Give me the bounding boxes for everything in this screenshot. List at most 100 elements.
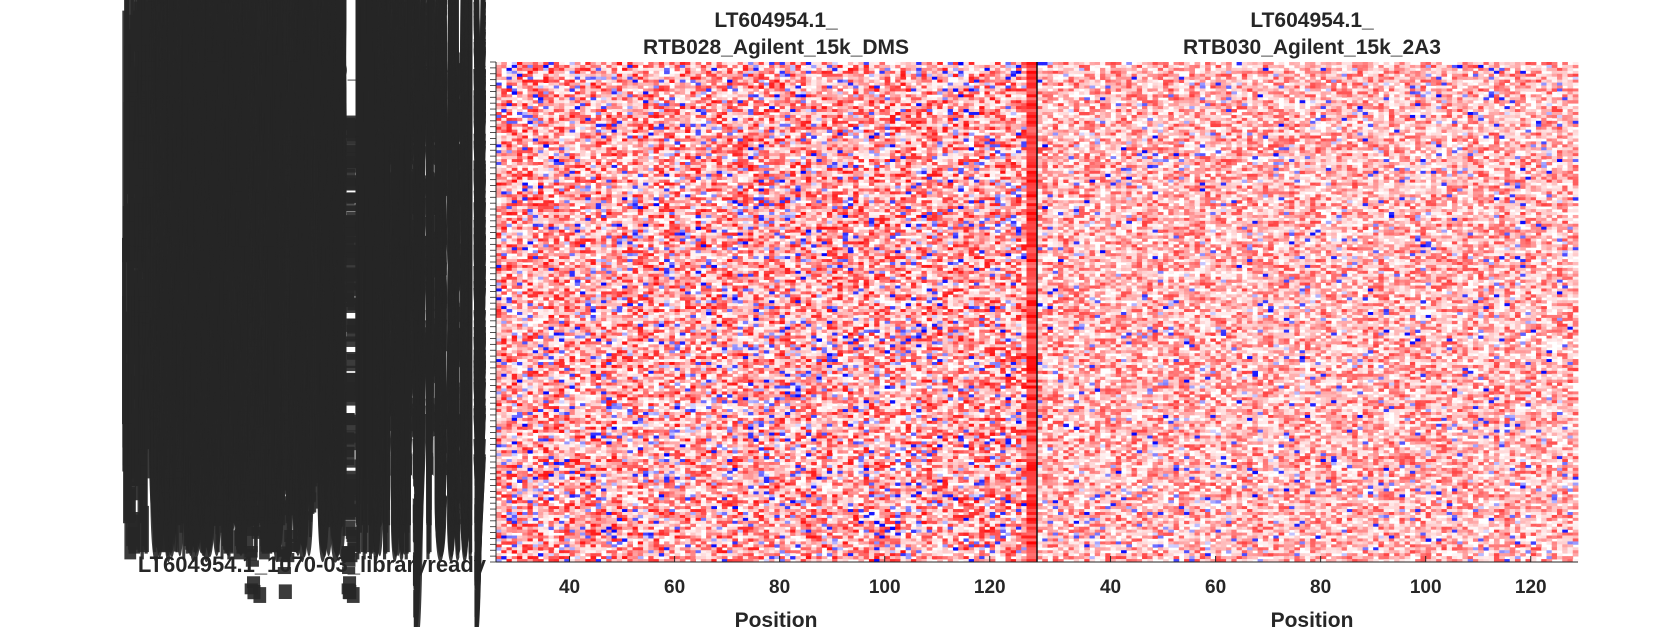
heatmap-cell: [822, 68, 828, 71]
heatmap-cell: [669, 65, 675, 68]
heatmap-cell: [648, 186, 654, 189]
heatmap-cell: [869, 62, 875, 65]
heatmap-cell: [816, 144, 822, 147]
heatmap-cell: [512, 153, 518, 156]
heatmap-cell: [501, 121, 507, 124]
heatmap-cell: [722, 86, 728, 89]
heatmap-cell: [570, 186, 576, 189]
heatmap-cell: [538, 153, 544, 156]
heatmap-cell: [517, 186, 523, 189]
heatmap-cell: [496, 168, 502, 171]
heatmap-cell: [732, 88, 738, 91]
heatmap-cell: [1005, 153, 1011, 156]
heatmap-cell: [995, 74, 1001, 77]
heatmap-cell: [554, 115, 560, 118]
heatmap-cell: [606, 112, 612, 115]
heatmap-cell: [538, 147, 544, 150]
heatmap-cell: [974, 159, 980, 162]
heatmap-cell: [638, 156, 644, 159]
heatmap-cell: [785, 68, 791, 71]
heatmap-cell: [507, 150, 513, 153]
heatmap-cell: [874, 159, 880, 162]
heatmap-cell: [722, 127, 728, 130]
heatmap-cell: [953, 159, 959, 162]
heatmap-cell: [937, 112, 943, 115]
heatmap-cell: [612, 103, 618, 106]
heatmap-cell: [575, 183, 581, 186]
heatmap-cell: [890, 180, 896, 183]
heatmap-cell: [990, 100, 996, 103]
heatmap-cell: [858, 118, 864, 121]
heatmap-cell: [974, 103, 980, 106]
heatmap-cell: [969, 162, 975, 165]
heatmap-cell: [822, 177, 828, 180]
heatmap-cell: [948, 136, 954, 139]
heatmap-cell: [559, 177, 565, 180]
heatmap-cell: [722, 165, 728, 168]
heatmap-cell: [743, 86, 749, 89]
heatmap-cell: [1016, 91, 1022, 94]
heatmap-cell: [801, 150, 807, 153]
heatmap-cell: [801, 94, 807, 97]
heatmap-cell: [785, 153, 791, 156]
heatmap-cell: [501, 136, 507, 139]
heatmap-cell: [711, 118, 717, 121]
heatmap-cell: [932, 83, 938, 86]
heatmap-cell: [669, 127, 675, 130]
heatmap-cell: [995, 106, 1001, 109]
heatmap-cell: [911, 65, 917, 68]
heatmap-cell: [664, 80, 670, 83]
heatmap-cell: [690, 138, 696, 141]
heatmap-cell: [507, 83, 513, 86]
heatmap-cell: [827, 162, 833, 165]
heatmap-cell: [937, 159, 943, 162]
heatmap-cell: [664, 103, 670, 106]
heatmap-cell: [627, 112, 633, 115]
heatmap-cell: [837, 115, 843, 118]
heatmap-cell: [748, 71, 754, 74]
heatmap-cell: [638, 144, 644, 147]
heatmap-cell: [559, 91, 565, 94]
heatmap-cell: [811, 180, 817, 183]
heatmap-cell: [837, 183, 843, 186]
heatmap-cell: [858, 97, 864, 100]
heatmap-cell: [659, 136, 665, 139]
heatmap-cell: [643, 174, 649, 177]
heatmap-cell: [664, 106, 670, 109]
heatmap-cell: [984, 183, 990, 186]
heatmap-cell: [575, 133, 581, 136]
heatmap-cell: [564, 162, 570, 165]
heatmap-cell: [963, 133, 969, 136]
heatmap-cell: [937, 100, 943, 103]
heatmap-cell: [780, 153, 786, 156]
heatmap-cell: [601, 94, 607, 97]
heatmap-cell: [601, 136, 607, 139]
heatmap-cell: [622, 168, 628, 171]
heatmap-cell: [890, 159, 896, 162]
heatmap-cell: [633, 68, 639, 71]
heatmap-cell: [848, 100, 854, 103]
heatmap-cell: [879, 156, 885, 159]
heatmap-cell: [927, 62, 933, 65]
heatmap-cell: [538, 165, 544, 168]
heatmap-cell: [580, 177, 586, 180]
heatmap-cell: [696, 83, 702, 86]
heatmap-cell: [533, 88, 539, 91]
heatmap-cell: [869, 94, 875, 97]
heatmap-cell: [937, 74, 943, 77]
heatmap-cell: [638, 168, 644, 171]
heatmap-cell: [1011, 74, 1017, 77]
heatmap-cell: [1021, 165, 1027, 168]
heatmap-cell: [858, 124, 864, 127]
heatmap-cell: [795, 62, 801, 65]
heatmap-cell: [501, 127, 507, 130]
heatmap-cell: [885, 144, 891, 147]
heatmap-cell: [990, 138, 996, 141]
heatmap-cell: [911, 144, 917, 147]
heatmap-cell: [717, 156, 723, 159]
heatmap-cell: [617, 159, 623, 162]
heatmap-cell: [822, 83, 828, 86]
heatmap-cell: [617, 118, 623, 121]
heatmap-cell: [638, 62, 644, 65]
